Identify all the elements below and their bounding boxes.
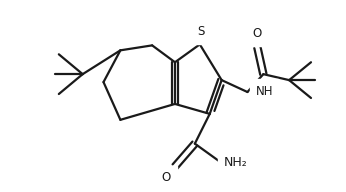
Text: NH₂: NH₂ bbox=[224, 156, 247, 169]
Text: S: S bbox=[197, 25, 204, 38]
Text: O: O bbox=[253, 27, 262, 40]
Text: NH: NH bbox=[255, 84, 273, 98]
Text: O: O bbox=[162, 171, 171, 185]
